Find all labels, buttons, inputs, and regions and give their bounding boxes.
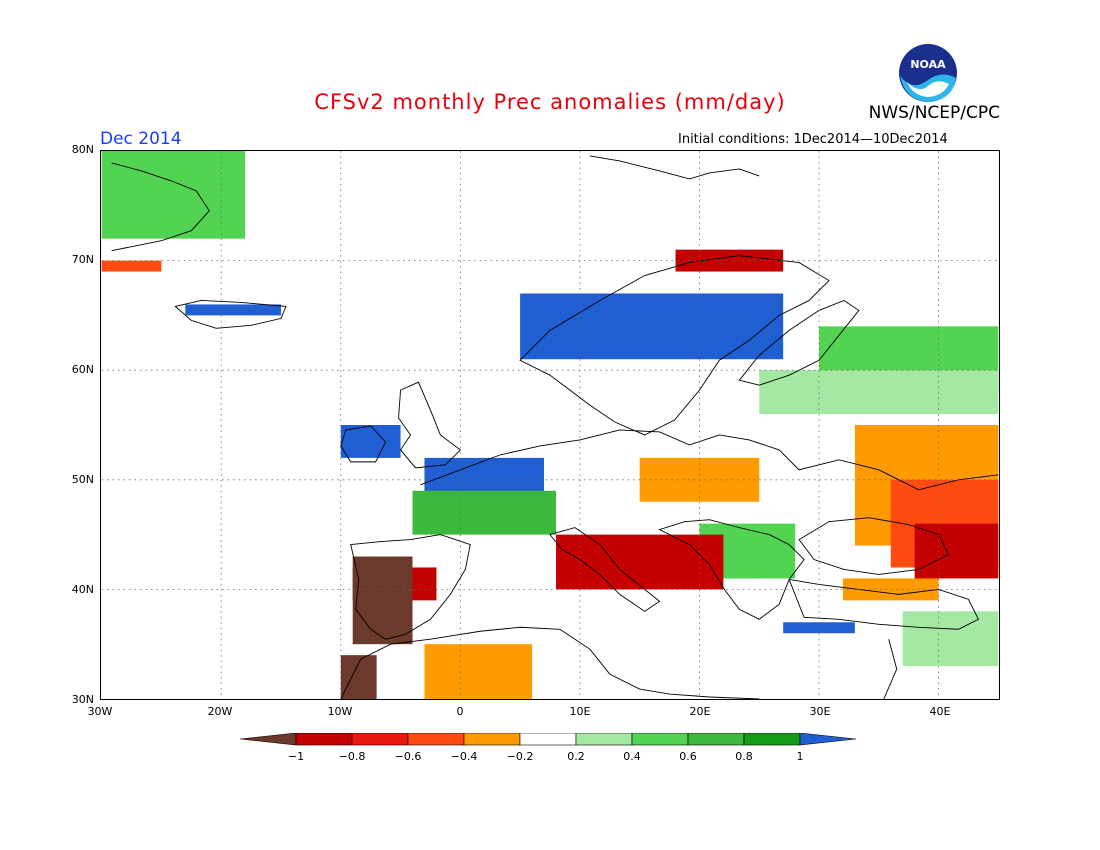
colorbar-label: 0.6: [679, 750, 697, 763]
latitude-tick-label: 60N: [71, 363, 94, 376]
colorbar-arrow-left: [240, 733, 297, 746]
colorbar-box: [687, 733, 745, 746]
anomaly-region-dry: [101, 260, 162, 272]
colorbar-label: −0.6: [395, 750, 422, 763]
anomaly-region-dry-strong: [555, 534, 724, 590]
longitude-tick-label: 10E: [569, 705, 591, 718]
coastline-scandinavia: [519, 255, 830, 436]
longitude-tick-label: 10W: [327, 705, 353, 718]
colorbar-arrow-right: [799, 733, 857, 746]
colorbar-label: −0.2: [507, 750, 534, 763]
colorbar-box: [407, 733, 465, 746]
latitude-tick-label: 70N: [71, 253, 94, 266]
coastline-iberia: [350, 534, 471, 640]
colorbar: −1 −0.8 −0.6 −0.4 −0.2 0.2 0.4 0.6 0.8 1: [240, 733, 857, 763]
longitude-tick-label: 30E: [809, 705, 831, 718]
colorbar-label: 0.8: [735, 750, 753, 763]
anomaly-region-wet: [902, 611, 999, 667]
anomaly-region-wet-strong: [185, 304, 281, 316]
chart-title: CFSv2 monthly Prec anomalies (mm/day): [314, 90, 786, 114]
period-label: Dec 2014: [100, 129, 182, 149]
anomaly-regions: [101, 151, 999, 699]
coastline-italy: [549, 527, 661, 612]
coastline-svalbard: [589, 155, 760, 180]
latitude-tick-label: 50N: [71, 473, 94, 486]
latitude-tick-label: 40N: [71, 583, 94, 596]
colorbar-boxes: [240, 733, 857, 746]
longitude-tick-label: 0: [456, 705, 464, 718]
colorbar-label: 1: [797, 750, 804, 763]
anomaly-region-wet: [759, 370, 999, 415]
coastline-greenland: [111, 162, 210, 252]
anomaly-region-dry-extreme: [340, 655, 377, 699]
anomaly-map: [100, 150, 1000, 700]
colorbar-box: [575, 733, 633, 746]
latitude-tick-label: 30N: [71, 693, 94, 706]
anomaly-region-wet-strong: [520, 293, 784, 360]
map-gridlines: [101, 151, 999, 699]
colorbar-label: 0.4: [623, 750, 641, 763]
anomaly-region-wet: [101, 151, 246, 239]
colorbar-label: −0.4: [451, 750, 478, 763]
colorbar-box: [463, 733, 521, 746]
coastline-ireland: [340, 425, 387, 463]
agency-label: NWS/NCEP/CPC: [868, 103, 1000, 123]
noaa-logo-icon: NOAA: [899, 44, 957, 102]
colorbar-box: [631, 733, 689, 746]
colorbar-box: [743, 733, 801, 746]
longitude-tick-label: 40E: [929, 705, 951, 718]
anomaly-region-dry: [424, 644, 533, 699]
anomaly-region-wet-strong: [340, 425, 401, 458]
coastline-levant: [883, 639, 898, 699]
colorbar-label: 0.2: [567, 750, 585, 763]
longitude-tick-label: 20W: [207, 705, 233, 718]
longitude-tick-label: 30W: [87, 705, 113, 718]
colorbar-labels: −1 −0.8 −0.6 −0.4 −0.2 0.2 0.4 0.6 0.8 1: [288, 750, 804, 763]
coastline-africa: [340, 626, 760, 699]
colorbar-box: [351, 733, 409, 746]
coastline-britain: [398, 381, 462, 469]
anomaly-region-dry-strong: [914, 523, 999, 579]
latitude-tick-label: 80N: [71, 143, 94, 156]
anomaly-region-dry-strong: [675, 249, 784, 272]
longitude-tick-label: 20E: [689, 705, 711, 718]
anomaly-region-dry-extreme: [352, 556, 413, 645]
initial-conditions-label: Initial conditions: 1Dec2014—10Dec2014: [678, 132, 948, 147]
coastlines: [111, 155, 999, 699]
coastline-black-sea: [798, 517, 950, 575]
colorbar-label: −1: [288, 750, 304, 763]
colorbar-box: [519, 733, 577, 746]
coastline-iceland: [174, 300, 287, 329]
anomaly-region-wet: [412, 490, 556, 535]
colorbar-box: [295, 733, 353, 746]
coastline-europe: [420, 429, 999, 491]
coastline-finland: [738, 299, 860, 386]
colorbar-label: −0.8: [339, 750, 366, 763]
noaa-logo-text: NOAA: [910, 58, 946, 71]
